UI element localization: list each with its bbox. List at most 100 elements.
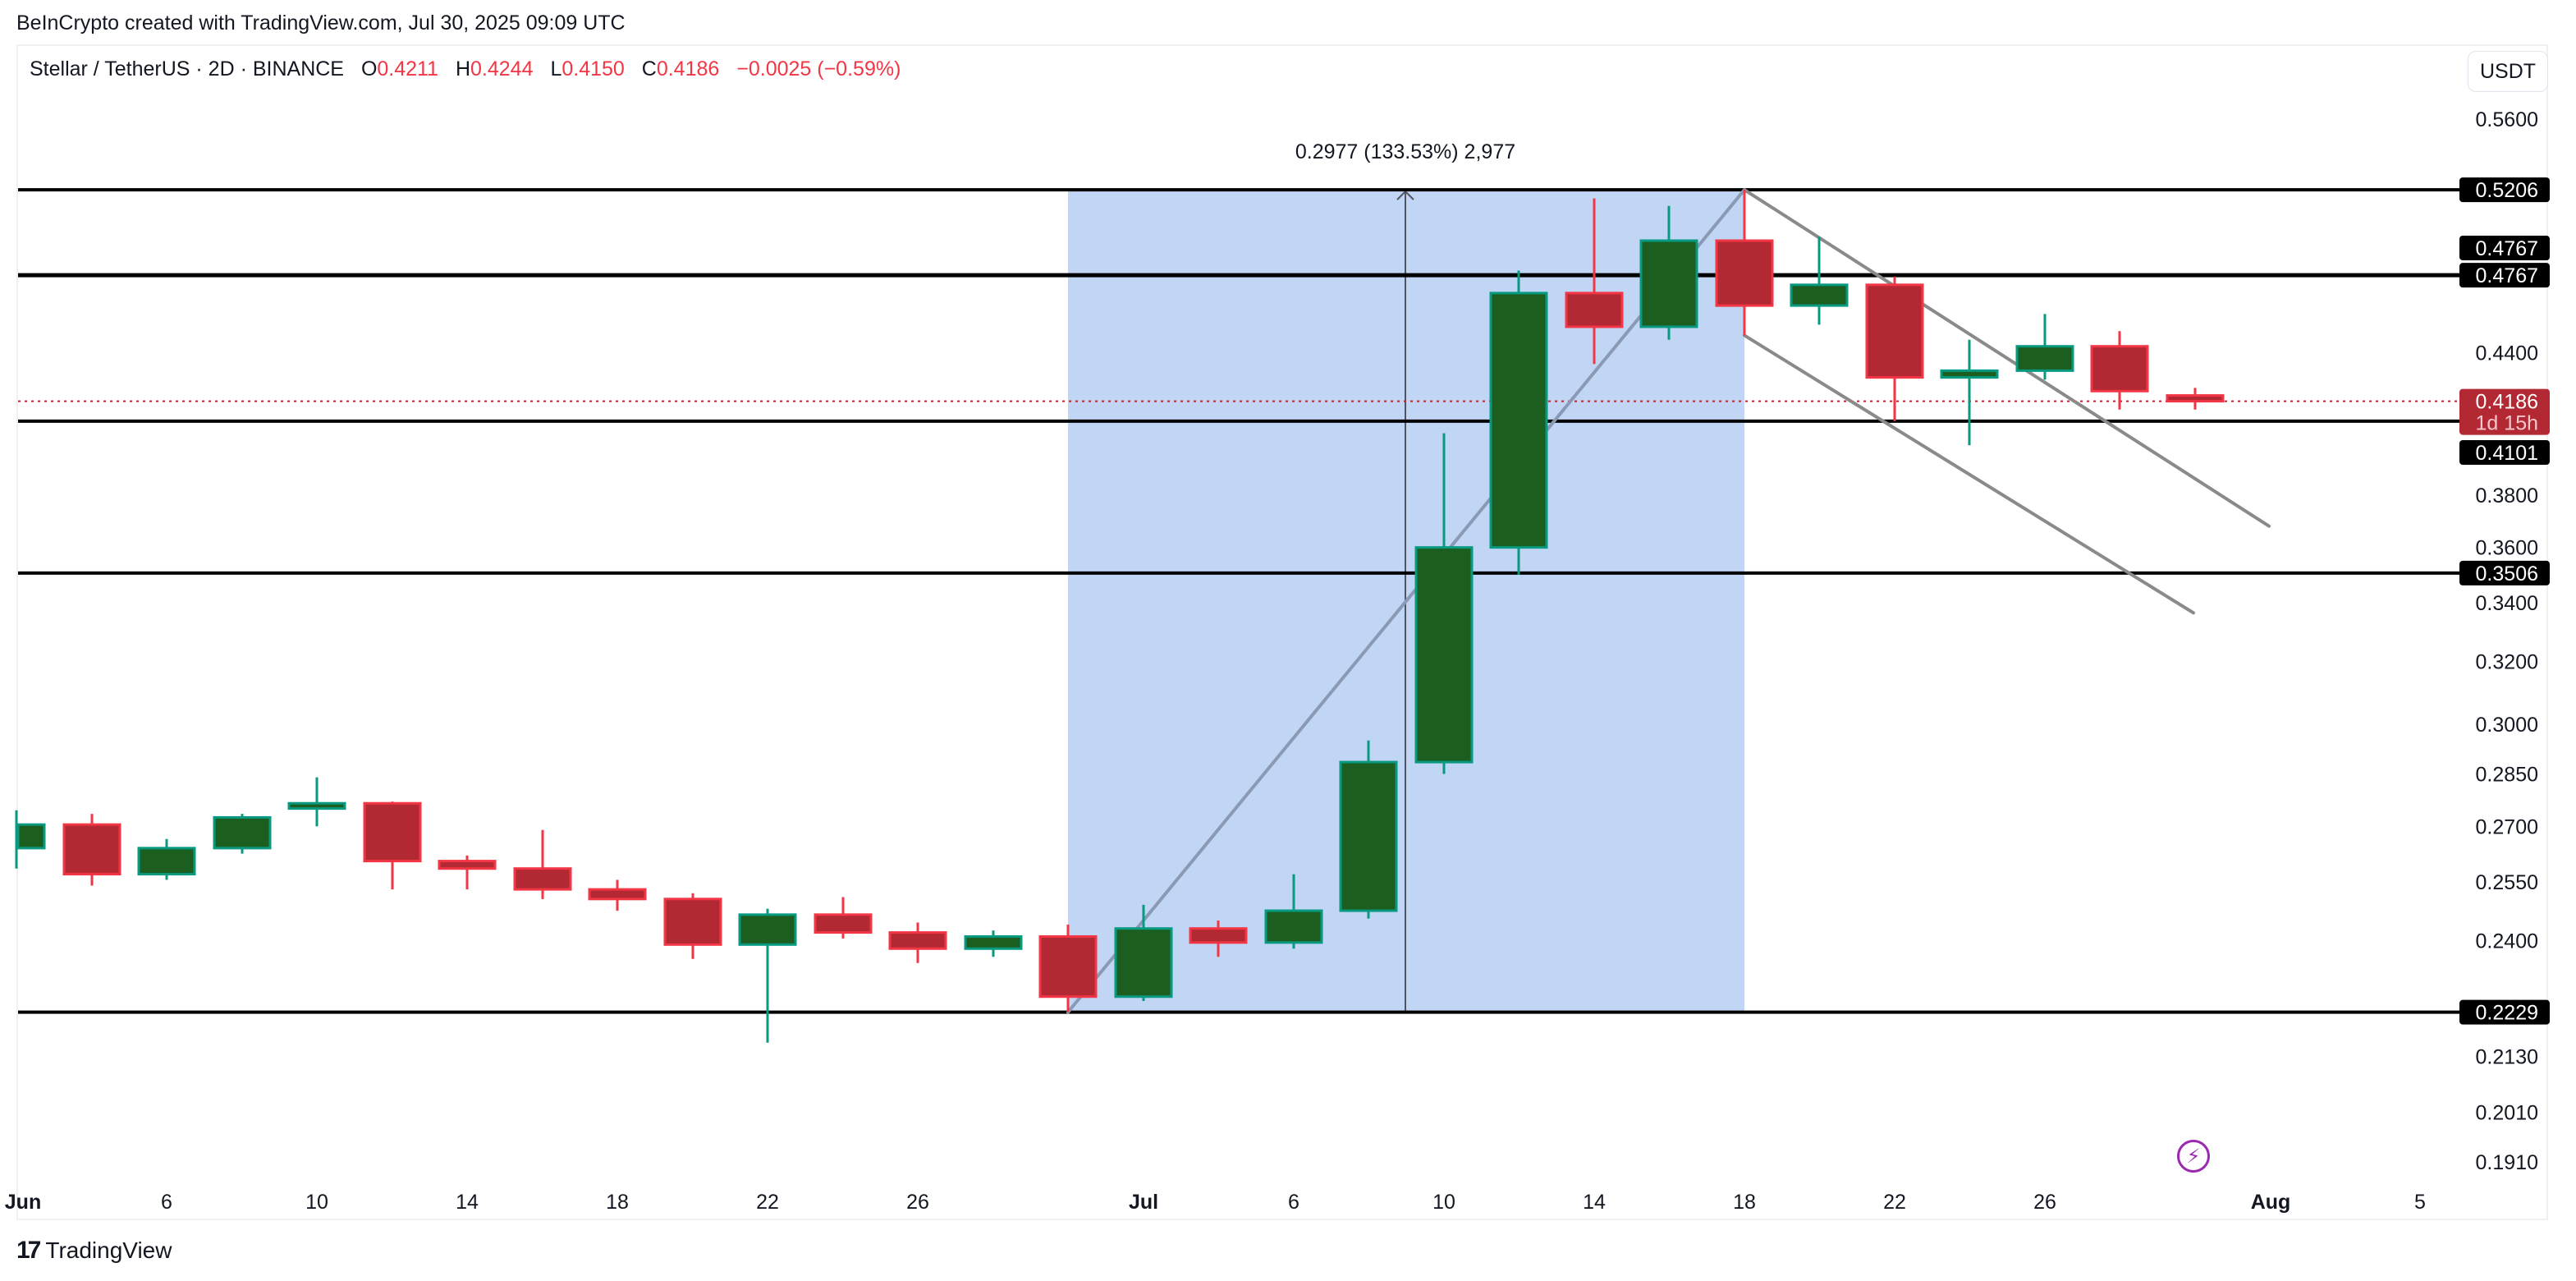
open-value: 0.4211 xyxy=(377,57,438,80)
price-tick: 0.2130 xyxy=(2476,1045,2538,1068)
level-price-badge-text: 0.3506 xyxy=(2476,562,2538,585)
price-tick: 0.1910 xyxy=(2476,1151,2538,1174)
candle-down xyxy=(513,829,572,899)
level-price-badge-text: 0.5206 xyxy=(2476,179,2538,202)
horizontal-levels[interactable] xyxy=(18,188,2459,1014)
candle-up xyxy=(2015,314,2074,380)
candle-body xyxy=(1639,239,1698,328)
time-tick: 26 xyxy=(906,1191,929,1214)
candle-body xyxy=(1715,239,1774,307)
candle-body xyxy=(888,931,947,950)
candle-up xyxy=(1339,740,1398,919)
price-tick: 0.4400 xyxy=(2476,342,2538,365)
candle-up xyxy=(137,838,196,880)
candle-body xyxy=(1940,369,1999,379)
time-tick: 18 xyxy=(1733,1191,1756,1214)
candle-body xyxy=(1565,292,1624,328)
candle-body xyxy=(1038,934,1098,999)
last-price-badge[interactable] xyxy=(2459,388,2550,435)
last-price-badge-text: 0.4186 xyxy=(2476,391,2538,414)
price-tick: 0.2550 xyxy=(2476,871,2538,894)
level-price-badge[interactable] xyxy=(2459,560,2550,585)
tradingview-mark-icon: 17 xyxy=(16,1237,41,1264)
time-axis[interactable]: Jun 6 10 14 18 22 26 Jul 6 10 14 18 22 26 Aug 5 xyxy=(5,1191,2426,1214)
open-label: O xyxy=(360,57,378,80)
candle-body xyxy=(588,888,647,901)
currency-button[interactable]: USDT xyxy=(2468,51,2548,92)
candle-down xyxy=(62,814,121,886)
level-price-badge[interactable] xyxy=(2459,263,2550,288)
low-label: L xyxy=(550,57,562,80)
candle-up xyxy=(1940,339,1999,446)
channel-lower[interactable] xyxy=(1743,333,2195,615)
time-tick: 14 xyxy=(456,1191,479,1214)
candle-down xyxy=(1565,198,1624,365)
time-tick: 6 xyxy=(1288,1191,1299,1214)
candle-down xyxy=(1865,276,1924,421)
time-tick: Jun xyxy=(5,1191,41,1214)
candles xyxy=(15,190,2225,1043)
candle-body xyxy=(1339,760,1398,912)
candle-body xyxy=(438,860,497,870)
candle-body xyxy=(213,815,272,850)
candle-down xyxy=(663,893,722,959)
candle-up xyxy=(1790,236,1849,325)
candle-down xyxy=(888,922,947,963)
time-tick: 10 xyxy=(1432,1191,1455,1214)
high-label: H xyxy=(455,57,471,80)
level-price-badge[interactable] xyxy=(2459,999,2550,1025)
candle-down xyxy=(438,855,497,890)
rally-line[interactable] xyxy=(1066,188,1746,1014)
candle-body xyxy=(62,823,121,876)
candle-down xyxy=(2090,331,2149,410)
candle-body xyxy=(2166,394,2225,403)
candle-body xyxy=(1790,283,1849,307)
price-tick: 0.2850 xyxy=(2476,763,2538,786)
candle-up xyxy=(287,777,346,827)
candle-down xyxy=(1189,921,1248,957)
level-price-badge-text: 0.4767 xyxy=(2476,264,2538,287)
candle-body xyxy=(663,898,722,946)
price-tick: 0.2700 xyxy=(2476,815,2538,838)
candle-body xyxy=(513,867,572,891)
trendlines[interactable] xyxy=(1066,188,2271,1014)
price-tick: 0.2010 xyxy=(2476,1102,2538,1125)
candle-up xyxy=(738,908,797,1043)
symbol-name: Stellar / TetherUS · 2D · BINANCE xyxy=(30,57,344,80)
candle-body xyxy=(1489,292,1548,549)
candle-down xyxy=(588,879,647,911)
level-price-badge-text: 0.4101 xyxy=(2476,442,2538,465)
candle-body xyxy=(738,913,797,946)
level-price-badge[interactable] xyxy=(2459,177,2550,203)
candle-body xyxy=(287,801,346,810)
candle-down xyxy=(2166,388,2225,410)
channel-upper[interactable] xyxy=(1743,188,2271,528)
price-tick: 0.3400 xyxy=(2476,592,2538,615)
price-tick: 0.2400 xyxy=(2476,930,2538,953)
candle-body xyxy=(1414,546,1474,764)
candle-body xyxy=(2015,345,2074,372)
level-price-badge[interactable] xyxy=(2459,236,2550,260)
time-tick: 14 xyxy=(1583,1191,1606,1214)
price-tick: 0.3600 xyxy=(2476,537,2538,560)
candle-body xyxy=(1114,927,1173,999)
tradingview-logo[interactable]: 17 TradingView xyxy=(16,1237,172,1265)
level-price-badge[interactable] xyxy=(2459,440,2550,465)
time-tick: Jul xyxy=(1129,1191,1158,1214)
candle-up xyxy=(964,930,1023,957)
countdown-text: 1d 15h xyxy=(2476,412,2538,435)
candle-up xyxy=(1264,874,1323,949)
price-tick: 0.3000 xyxy=(2476,714,2538,737)
candle-body xyxy=(1865,283,1924,379)
price-tick: 0.5600 xyxy=(2476,108,2538,131)
candle-down xyxy=(814,897,873,939)
close-value: 0.4186 xyxy=(656,57,720,80)
chart-credit: BeInCrypto created with TradingView.com,… xyxy=(16,11,626,34)
candle-up xyxy=(1414,433,1474,774)
time-tick: 6 xyxy=(161,1191,172,1214)
lightning-event-icon[interactable]: ⚡︎ xyxy=(2177,1140,2210,1173)
symbol-legend: Stellar / TetherUS · 2D · BINANCE O0.421… xyxy=(30,57,901,81)
candle-up xyxy=(1114,904,1173,1001)
price-axis[interactable]: 0.5600 0.4400 0.3800 0.3600 0.3400 0.3200 0.30… xyxy=(2459,99,2550,1219)
